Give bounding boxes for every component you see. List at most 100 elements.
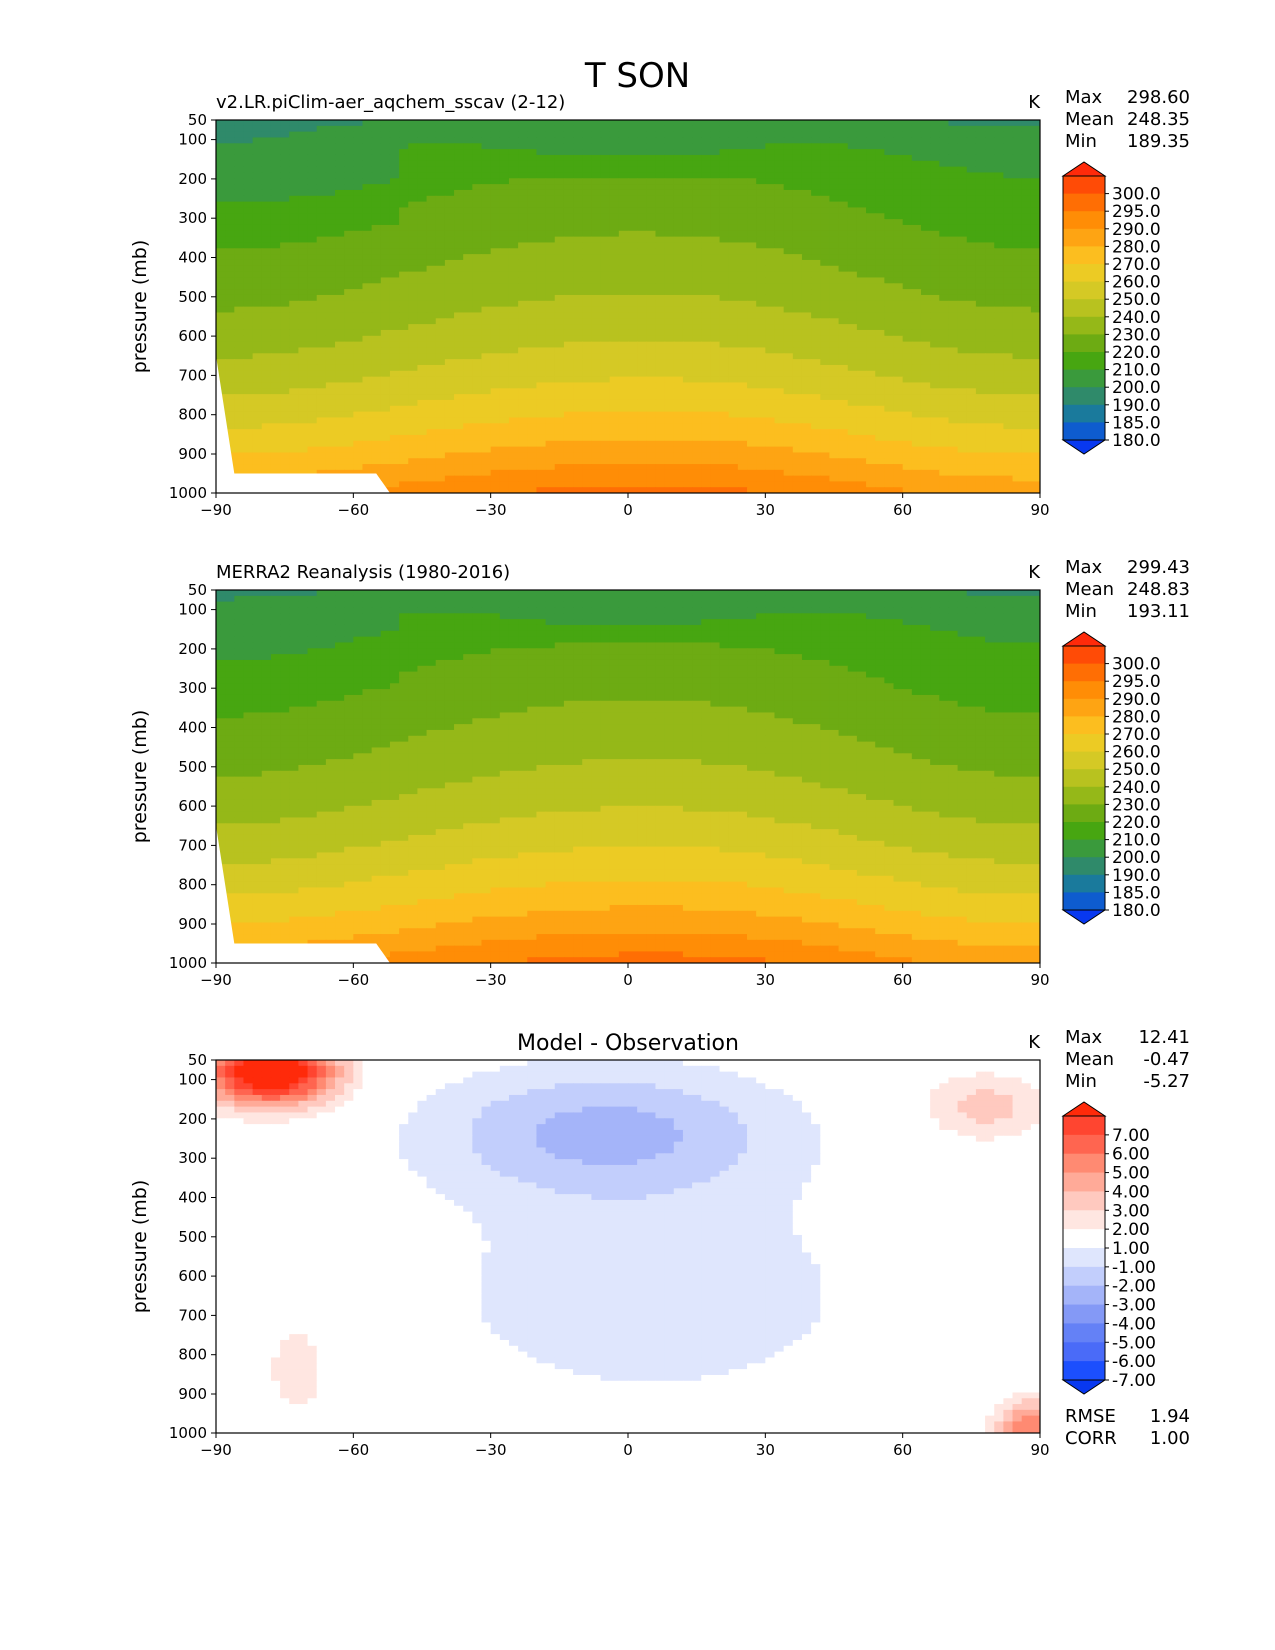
contour-cell [307, 131, 318, 139]
contour-cell [426, 434, 437, 442]
contour-cell [563, 376, 574, 384]
contour-cell [637, 143, 647, 150]
contour-cell [994, 195, 1004, 203]
contour-cell [261, 341, 272, 349]
contour-cell [252, 359, 263, 366]
contour-cell [765, 271, 776, 279]
contour-cell [893, 353, 904, 360]
contour-cell [756, 184, 766, 191]
contour-cell [289, 335, 299, 343]
contour-cell [911, 236, 922, 244]
contour-cell [408, 324, 419, 331]
contour-cell [243, 242, 254, 249]
contour-cell [307, 166, 318, 174]
contour-cell [225, 195, 235, 203]
contour-cell [216, 131, 226, 139]
contour-cell [1021, 429, 1032, 436]
contour-cell [957, 201, 968, 209]
contour-cell [911, 353, 922, 360]
contour-cell [316, 160, 327, 168]
contour-cell [234, 324, 245, 331]
contour-cell [389, 259, 400, 267]
contour-cell [920, 201, 931, 209]
contour-cell [435, 388, 446, 395]
contour-cell [243, 417, 254, 424]
contour-cell [499, 394, 510, 401]
contour-cell [389, 213, 400, 220]
contour-cell [692, 265, 702, 273]
contour-cell [682, 376, 693, 384]
contour-cell [701, 242, 711, 249]
contour-cell [472, 364, 483, 372]
contour-cell [527, 248, 538, 255]
contour-cell [920, 341, 931, 349]
contour-cell [682, 341, 693, 349]
contour-cell [307, 236, 318, 244]
contour-cell [325, 434, 336, 442]
contour-cell [444, 224, 455, 232]
contour-cell [628, 306, 638, 314]
contour-cell [1003, 184, 1014, 191]
contour-cell [371, 172, 382, 179]
contour-cell [866, 306, 876, 314]
contour-cell [710, 195, 721, 203]
contour-cell [692, 434, 702, 442]
contour-cell [628, 120, 638, 127]
contour-cell [692, 376, 702, 384]
contour-cell [426, 178, 437, 185]
contour-cell [380, 312, 391, 319]
contour-cell [655, 160, 666, 168]
contour-cell [719, 131, 730, 139]
contour-cell [591, 172, 602, 179]
contour-cell [380, 172, 391, 179]
contour-cell [628, 411, 638, 419]
contour-cell [252, 405, 263, 413]
contour-cell [518, 172, 528, 179]
contour-cell [756, 236, 766, 244]
contour-cell [463, 265, 473, 273]
contour-cell [920, 364, 931, 372]
contour-cell [499, 195, 510, 203]
contour-cell [920, 137, 931, 144]
contour-cell [939, 341, 950, 349]
contour-cell [985, 166, 995, 174]
contour-cell [783, 382, 794, 389]
contour-cell [389, 195, 400, 203]
contour-cell [930, 306, 940, 314]
contour-cell [957, 405, 968, 413]
contour-cell [811, 160, 821, 168]
contour-cell [847, 248, 858, 255]
contour-cell [435, 265, 446, 273]
contour-cell [884, 213, 895, 220]
contour-cell [289, 324, 299, 331]
contour-cell [801, 195, 812, 203]
contour-cell [380, 213, 391, 220]
contour-cell [985, 376, 995, 384]
contour-cell [957, 236, 968, 244]
contour-cell [1030, 335, 1040, 343]
contour-cell [280, 388, 290, 395]
contour-cell [820, 335, 831, 343]
contour-cell [408, 120, 419, 127]
contour-cell [737, 294, 748, 302]
contour-cell [875, 394, 885, 401]
contour-cell [856, 318, 867, 325]
contour-cell [1003, 189, 1014, 197]
contour-cell [426, 394, 437, 401]
contour-cell [847, 149, 858, 156]
contour-cell [270, 242, 281, 249]
contour-cell [1012, 277, 1023, 284]
contour-cell [655, 318, 666, 325]
contour-cell [362, 364, 373, 372]
contour-cell [719, 248, 730, 255]
contour-cell [508, 166, 519, 174]
contour-cell [783, 335, 794, 343]
contour-cell [911, 224, 922, 232]
contour-cell [884, 376, 895, 384]
contour-cell [499, 131, 510, 139]
contour-cell [417, 347, 428, 354]
contour-cell [270, 335, 281, 343]
contour-cell [646, 300, 657, 308]
contour-cell [536, 324, 547, 331]
contour-cell [884, 178, 895, 185]
